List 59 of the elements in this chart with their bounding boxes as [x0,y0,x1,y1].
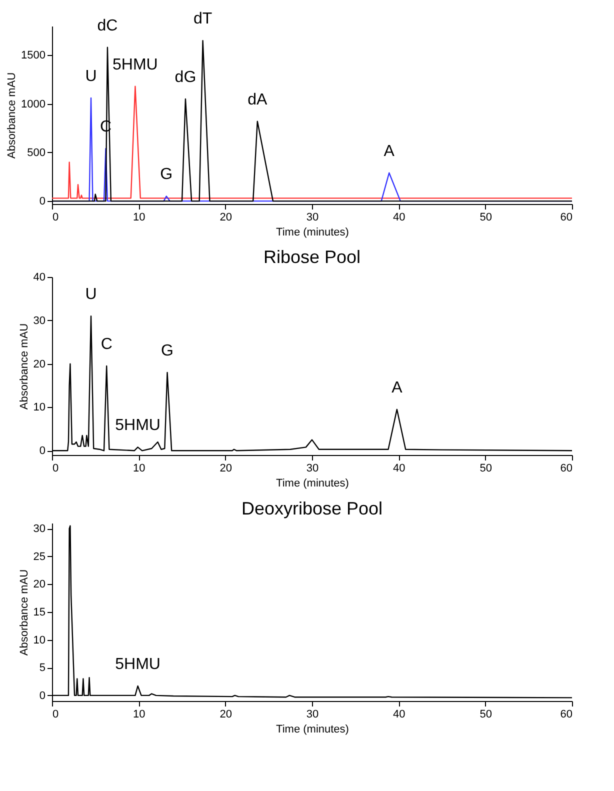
x-tick-label: 40 [393,708,406,720]
annotation: dC [97,17,118,34]
x-tick-label: 60 [560,462,572,474]
y-tick-label: 0 [39,445,46,458]
x-tick-label: 10 [133,462,146,474]
y-axis-title: Absorbance mAU [18,569,30,656]
annotation: A [392,379,403,396]
x-tick-label: 10 [133,708,146,720]
y-tick-label: 1000 [21,98,46,110]
annotation: 5HMU [112,56,158,74]
annotation: C [100,336,112,353]
x-tick-label: 60 [560,708,572,720]
x-tick-label: 40 [393,462,406,474]
annotation: A [384,142,395,160]
annotation: U [85,68,97,85]
y-tick-label: 0 [39,196,46,208]
y-tick-label: 30 [33,523,46,536]
y-tick-label: 20 [33,358,46,370]
y-tick-label: 20 [33,578,46,591]
x-tick-label: 0 [52,462,59,474]
y-tick-label: 5 [39,662,46,674]
y-axis-title: Absorbance mAU [18,323,30,410]
x-tick-label: 20 [220,708,232,720]
y-tick-label: 0 [39,690,46,702]
annotation: G [160,166,173,184]
annotation: 5HMU [115,656,160,673]
x-axis-title: Time (minutes) [276,478,349,490]
y-tick-label: 10 [33,402,46,414]
x-tick-label: 30 [306,462,319,474]
y-axis-title: Absorbance mAU [6,72,18,159]
x-tick-label: 30 [306,212,319,224]
y-tick-label: 10 [33,634,46,646]
y-tick-label: 30 [33,314,46,327]
x-tick-label: 50 [480,462,492,474]
chart-title: Deoxyribose Pool [241,498,383,519]
x-tick-label: 20 [220,212,232,224]
annotation: U [85,286,97,304]
y-tick-label: 40 [33,272,46,284]
x-tick-label: 20 [220,462,232,474]
y-tick-label: 1500 [21,50,46,62]
x-tick-label: 30 [306,708,319,720]
x-axis-title: Time (minutes) [276,226,349,238]
chart-title: Ribose Pool [263,247,361,267]
x-tick-label: 60 [560,212,572,224]
y-tick-label: 15 [33,606,46,618]
y-tick-label: 25 [33,550,46,563]
annotation: 5HMU [115,417,160,434]
x-tick-label: 40 [393,212,406,224]
x-tick-label: 50 [480,212,492,224]
x-tick-label: 10 [133,212,146,224]
x-tick-label: 0 [52,708,59,720]
annotation: dT [193,10,212,28]
annotation: dA [248,91,268,108]
annotation: G [161,342,174,360]
y-tick-label: 500 [27,146,46,159]
x-axis-title: Time (minutes) [276,724,349,736]
annotation: dG [174,68,196,86]
x-tick-label: 0 [52,212,59,224]
x-tick-label: 50 [480,708,492,720]
